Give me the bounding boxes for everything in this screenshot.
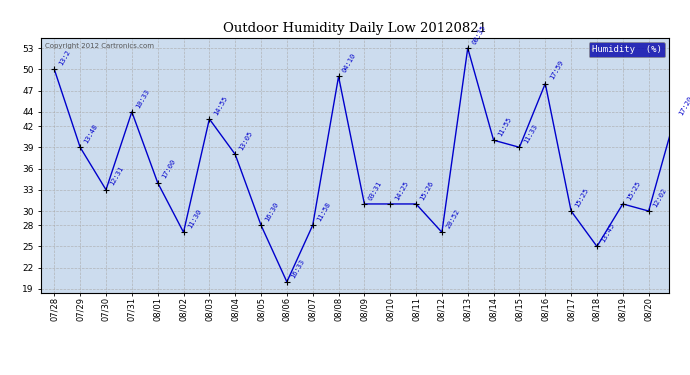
Text: 03:31: 03:31 [368,180,384,201]
Text: 17:59: 17:59 [549,59,564,81]
Text: 13:45: 13:45 [600,222,616,244]
Text: 11:58: 11:58 [316,201,332,222]
Text: Copyright 2012 Cartronics.com: Copyright 2012 Cartronics.com [45,43,154,49]
Text: 13:05: 13:05 [238,130,254,152]
Text: 16:33: 16:33 [290,258,306,279]
Text: 15:25: 15:25 [626,180,642,201]
Legend: Humidity  (%): Humidity (%) [589,42,664,57]
Text: 14:55: 14:55 [213,95,228,116]
Text: 11:30: 11:30 [186,208,202,230]
Text: 11:55: 11:55 [497,116,513,137]
Text: 15:26: 15:26 [419,180,435,201]
Text: 11:33: 11:33 [522,123,538,144]
Text: 13:2: 13:2 [57,49,71,66]
Text: 10:33: 10:33 [135,88,150,109]
Text: 12:31: 12:31 [109,165,125,187]
Text: 12:02: 12:02 [652,187,667,208]
Text: 00:35: 00:35 [471,24,486,45]
Text: 14:25: 14:25 [393,180,409,201]
Text: 20:52: 20:52 [445,208,461,230]
Text: 17:20: 17:20 [678,95,690,116]
Text: 15:25: 15:25 [574,187,590,208]
Text: 17:00: 17:00 [161,159,177,180]
Text: 16:30: 16:30 [264,201,280,222]
Text: 04:10: 04:10 [342,52,357,74]
Text: 13:48: 13:48 [83,123,99,144]
Title: Outdoor Humidity Daily Low 20120821: Outdoor Humidity Daily Low 20120821 [224,22,487,35]
